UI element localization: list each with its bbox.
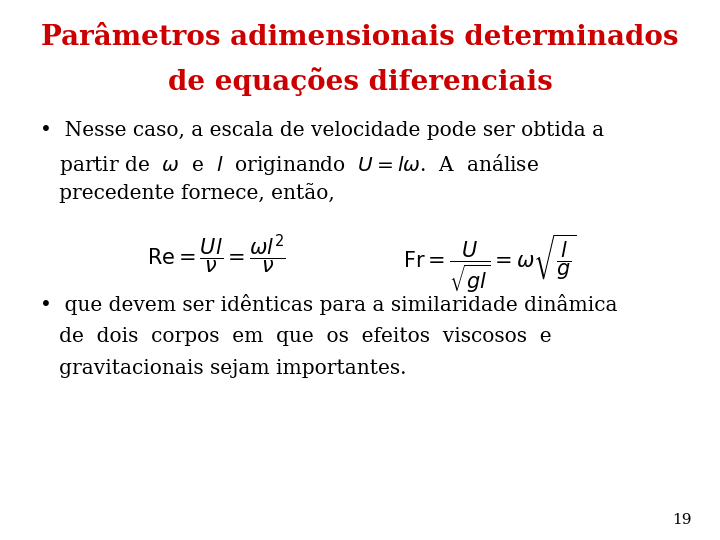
Text: partir de  $\omega$  e  $l$  originando  $U = l\omega$.  A  análise: partir de $\omega$ e $l$ originando $U =… — [40, 152, 539, 177]
Text: gravitacionais sejam importantes.: gravitacionais sejam importantes. — [40, 359, 406, 378]
Text: 19: 19 — [672, 512, 691, 526]
Text: $\mathrm{Fr} = \dfrac{U}{\sqrt{gl}} = \omega\sqrt{\dfrac{l}{g}}$: $\mathrm{Fr} = \dfrac{U}{\sqrt{gl}} = \o… — [402, 232, 577, 295]
Text: precedente fornece, então,: precedente fornece, então, — [40, 183, 334, 203]
Text: •  Nesse caso, a escala de velocidade pode ser obtida a: • Nesse caso, a escala de velocidade pod… — [40, 122, 604, 140]
Text: •  que devem ser idênticas para a similaridade dinâmica: • que devem ser idênticas para a similar… — [40, 294, 617, 315]
Text: Parâmetros adimensionais determinados: Parâmetros adimensionais determinados — [41, 24, 679, 51]
Text: de equações diferenciais: de equações diferenciais — [168, 68, 552, 96]
Text: $\mathrm{Re} = \dfrac{Ul}{\nu} = \dfrac{\omega l^{2}}{\nu}$: $\mathrm{Re} = \dfrac{Ul}{\nu} = \dfrac{… — [146, 232, 286, 276]
Text: de  dois  corpos  em  que  os  efeitos  viscosos  e: de dois corpos em que os efeitos viscoso… — [40, 327, 552, 346]
